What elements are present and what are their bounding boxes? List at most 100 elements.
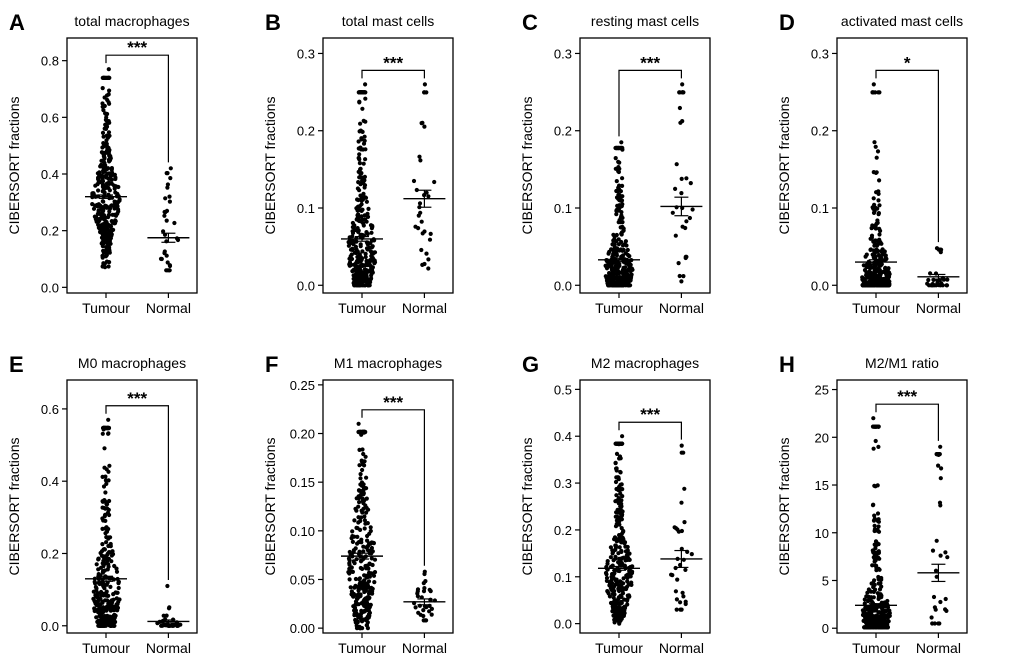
data-point-tumour <box>96 556 101 562</box>
data-point-normal <box>423 579 428 584</box>
data-point-normal <box>932 621 937 626</box>
data-point-normal <box>674 597 680 602</box>
panel-h: H M2/M1 ratio 0 5 10 15 20 25 CIBERSORT fraction… <box>776 352 968 656</box>
data-point-normal <box>428 231 433 236</box>
data-point-tumour <box>877 625 882 630</box>
data-point-tumour <box>886 275 891 280</box>
data-point-normal <box>679 500 684 505</box>
data-point-tumour <box>616 196 621 201</box>
data-point-tumour <box>876 519 882 524</box>
data-point-tumour <box>105 135 111 140</box>
data-point-tumour <box>612 620 617 625</box>
data-point-tumour <box>369 230 374 235</box>
data-point-tumour <box>356 139 361 144</box>
data-point-tumour <box>94 562 99 567</box>
data-point-tumour <box>91 191 96 196</box>
data-point-tumour <box>868 607 874 612</box>
significance-bracket <box>618 69 682 137</box>
data-point-tumour <box>113 590 118 595</box>
plot-frame <box>579 379 711 634</box>
data-point-tumour <box>875 149 881 154</box>
data-point-tumour <box>109 203 114 208</box>
y-tick-label: 0.5 <box>554 382 572 397</box>
x-tick-label: Tumour <box>852 300 900 316</box>
x-tick-label: Normal <box>916 300 961 316</box>
panel-title: activated mast cells <box>841 13 963 29</box>
data-point-tumour <box>621 274 626 279</box>
data-point-normal <box>411 178 417 184</box>
panel-letter: F <box>265 352 278 377</box>
data-point-tumour <box>96 209 101 214</box>
data-point-tumour <box>107 223 112 228</box>
data-point-tumour <box>860 275 865 280</box>
data-point-tumour <box>101 108 106 113</box>
data-point-tumour <box>864 625 869 630</box>
data-point-tumour <box>607 594 613 599</box>
data-point-tumour <box>609 276 614 281</box>
data-point-tumour <box>346 243 351 248</box>
data-point-tumour <box>112 613 117 619</box>
data-point-tumour <box>106 593 111 598</box>
data-point-tumour <box>362 518 367 523</box>
data-point-tumour <box>614 232 619 238</box>
data-point-normal <box>414 187 419 193</box>
data-point-tumour <box>350 230 356 236</box>
panel-title: M0 macrophages <box>78 355 186 371</box>
y-tick-label: 0.4 <box>41 167 59 182</box>
data-point-tumour <box>106 617 111 622</box>
data-point-tumour <box>871 196 876 201</box>
data-point-tumour <box>362 578 367 583</box>
data-point-normal <box>936 452 941 457</box>
data-point-tumour <box>620 220 625 225</box>
data-point-tumour <box>106 431 111 436</box>
data-point-normal <box>943 596 948 602</box>
data-point-tumour <box>346 570 351 575</box>
data-point-tumour <box>885 616 890 621</box>
data-point-tumour <box>100 189 105 194</box>
data-point-tumour <box>106 145 111 150</box>
data-point-tumour <box>106 417 111 422</box>
y-axis-label: CIBERSORT fractions <box>262 438 278 576</box>
y-tick-label: 15 <box>815 478 829 493</box>
data-point-normal <box>161 622 167 627</box>
data-point-tumour <box>108 535 113 540</box>
data-point-tumour <box>611 572 616 577</box>
data-point-tumour <box>366 579 372 584</box>
data-point-tumour <box>355 541 360 546</box>
data-point-tumour <box>367 595 372 600</box>
data-point-tumour <box>106 67 111 72</box>
data-point-normal <box>672 525 677 530</box>
data-point-tumour <box>102 446 107 451</box>
data-point-normal <box>679 279 684 284</box>
data-point-tumour <box>114 596 119 601</box>
data-point-tumour <box>614 283 619 288</box>
data-point-normal <box>945 555 950 560</box>
data-point-tumour <box>358 565 363 571</box>
data-point-normal <box>417 201 423 206</box>
data-point-normal <box>424 90 429 95</box>
data-point-normal <box>926 277 931 283</box>
data-point-normal <box>415 591 420 596</box>
x-tick-label: Tumour <box>82 640 130 656</box>
data-point-tumour <box>91 206 97 211</box>
data-point-tumour <box>357 500 362 505</box>
data-point-tumour <box>628 276 633 281</box>
plot-frame <box>579 37 711 294</box>
data-point-tumour <box>612 592 617 597</box>
data-point-tumour <box>95 171 100 176</box>
y-tick-label: 25 <box>815 383 829 398</box>
data-point-tumour <box>873 170 879 175</box>
data-point-tumour <box>613 156 618 161</box>
data-point-tumour <box>616 521 621 526</box>
data-point-normal <box>938 503 943 508</box>
data-point-tumour <box>107 498 112 504</box>
data-point-tumour <box>358 476 363 481</box>
data-point-tumour <box>873 205 878 210</box>
data-point-tumour <box>101 134 106 139</box>
data-point-normal <box>944 608 949 614</box>
data-point-normal <box>925 281 930 286</box>
data-point-tumour <box>107 463 112 468</box>
data-point-tumour <box>105 425 110 431</box>
data-point-normal <box>676 261 681 266</box>
